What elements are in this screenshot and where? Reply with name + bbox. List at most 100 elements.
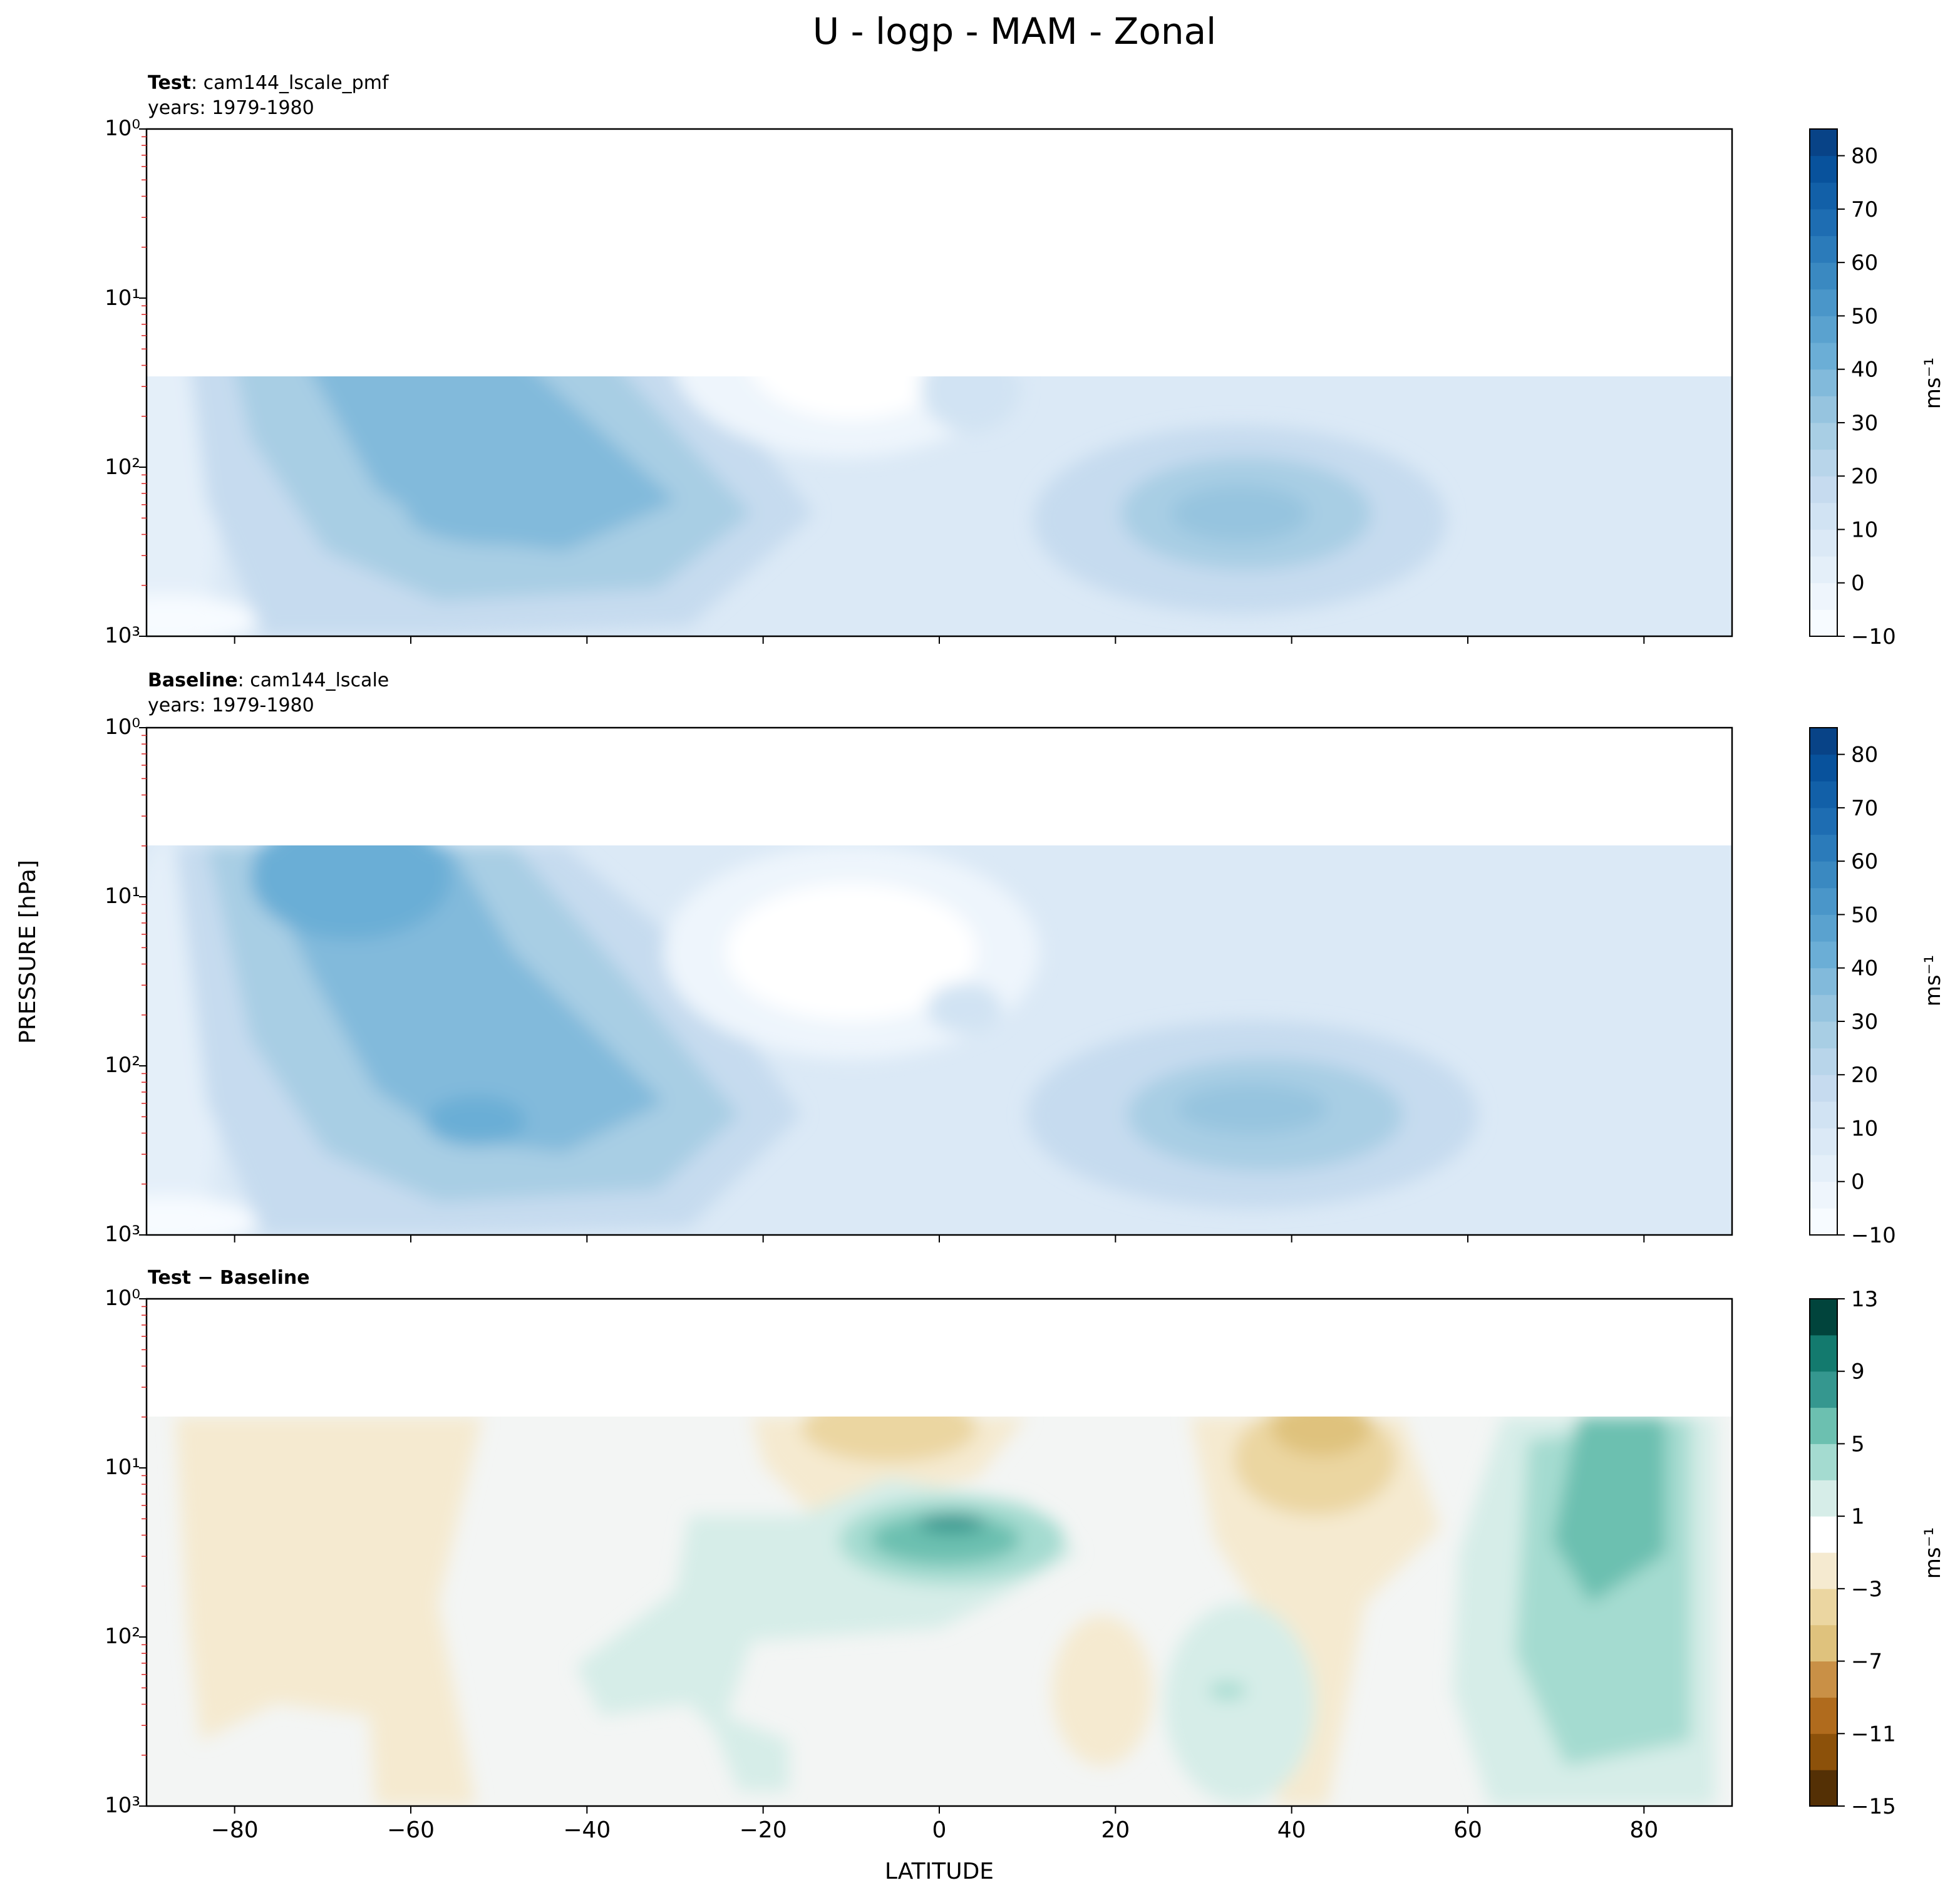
colorbar-swatch xyxy=(1810,807,1837,835)
colorbar-swatch xyxy=(1810,129,1837,157)
panel-difference-ytick-marks xyxy=(139,1298,147,1807)
ytick-label: 10³ xyxy=(105,1793,140,1818)
contour-surface-weak-south xyxy=(147,1196,257,1235)
contour-southern-jet-lower-core xyxy=(426,1096,526,1146)
colorbar-swatch xyxy=(1810,1407,1837,1444)
contour-equatorial-positive-7 xyxy=(917,1513,986,1533)
panel-test-label-rest: : cam144_lscale_pmf xyxy=(191,72,389,94)
colorbar-swatch xyxy=(1810,529,1837,557)
colorbar-swatch xyxy=(1810,182,1837,210)
colorbar-swatch xyxy=(1810,289,1837,316)
ytick-label: 10³ xyxy=(105,623,140,648)
contour-negative-north-subtropics xyxy=(1052,1616,1152,1766)
colorbar-difference-swatches xyxy=(1810,1299,1837,1807)
colorbar-tick-label: 40 xyxy=(1851,358,1878,383)
colorbar-difference-ticks: −15 −11 −7 −3 1 5 9 13 xyxy=(1837,1287,1896,1819)
colorbar-swatch xyxy=(1810,1021,1837,1049)
panel-baseline-ytick-labels: 10³ 10² 10¹ 10⁰ xyxy=(105,715,140,1247)
xtick-label: 20 xyxy=(1101,1817,1130,1843)
colorbar-swatch xyxy=(1810,994,1837,1022)
xtick-label: −40 xyxy=(563,1817,611,1843)
colorbar-swatch xyxy=(1810,887,1837,915)
colorbar-tick-label: 80 xyxy=(1851,743,1878,768)
ytick-label: 10⁰ xyxy=(105,715,140,740)
panel-test-label: Test: cam144_lscale_pmf xyxy=(148,72,389,94)
colorbar-swatch xyxy=(1810,582,1837,610)
colorbar-swatch xyxy=(1810,1516,1837,1553)
x-axis-label: LATITUDE xyxy=(885,1859,994,1884)
colorbar-difference-unit: ms⁻¹ xyxy=(1921,1527,1946,1579)
panel-difference-label: Test − Baseline xyxy=(148,1267,310,1289)
colorbar-swatch xyxy=(1810,1155,1837,1182)
ytick-label: 10⁰ xyxy=(105,1286,140,1311)
contour-negative-subtropical-core xyxy=(802,1417,977,1462)
panel-baseline: Baseline: cam144_lscale years: 1979-1980 xyxy=(105,669,1733,1247)
xtick-label: 0 xyxy=(932,1817,947,1843)
colorbar-swatch xyxy=(1810,1299,1837,1336)
panel-test-ytick-labels: 10³ 10² 10¹ 10⁰ xyxy=(105,116,140,648)
contour-positive-north-subtropics xyxy=(1165,1603,1315,1804)
panel-difference-xtick-marks: −80 −60 −40 −20 0 20 40 60 80 xyxy=(211,1806,1658,1843)
colorbar-swatch xyxy=(1810,1552,1837,1589)
xtick-label: 80 xyxy=(1629,1817,1658,1843)
contour-northern-jet-core xyxy=(1171,485,1309,542)
colorbar-swatch xyxy=(1810,343,1837,370)
colorbar-tick-label: 0 xyxy=(1851,1170,1865,1195)
colorbar-tick-label: −11 xyxy=(1851,1722,1896,1747)
contour-southern-jet-upper-core xyxy=(250,845,451,939)
colorbar-swatch xyxy=(1810,1371,1837,1408)
contour-positive-north-subtropics-core xyxy=(1209,1682,1246,1700)
colorbar-baseline: −10 0 10 20 30 40 50 60 70 80 ms⁻¹ xyxy=(1809,727,1946,1248)
colorbar-tick-label: 50 xyxy=(1851,902,1878,927)
contour-positive-polar-north-5 xyxy=(1553,1417,1666,1603)
colorbar-swatch xyxy=(1810,1181,1837,1209)
colorbar-tick-label: 80 xyxy=(1851,144,1878,169)
colorbar-tick-label: −3 xyxy=(1851,1577,1882,1602)
colorbar-swatch xyxy=(1810,1443,1837,1480)
colorbar-test-swatches xyxy=(1810,129,1837,637)
panel-test: Test: cam144_lscale_pmf years: 1979-1980 xyxy=(105,72,1733,648)
colorbar-test-frame xyxy=(1809,128,1838,637)
panel-test-label-bold: Test xyxy=(148,72,191,94)
colorbar-swatch xyxy=(1810,235,1837,263)
colorbar-swatch xyxy=(1810,1075,1837,1102)
colorbar-swatch xyxy=(1810,861,1837,889)
colorbar-tick-label: 20 xyxy=(1851,1063,1878,1088)
colorbar-test-unit: ms⁻¹ xyxy=(1921,358,1946,409)
colorbar-tick-label: 30 xyxy=(1851,1009,1878,1035)
xtick-label: −80 xyxy=(211,1817,259,1843)
contour-northern-jet-core xyxy=(1177,1083,1328,1133)
panel-test-ytick-marks xyxy=(139,128,147,637)
no-data-region xyxy=(147,248,1732,376)
colorbar-swatch xyxy=(1810,754,1837,782)
ytick-label: 10¹ xyxy=(105,884,140,909)
xtick-label: −60 xyxy=(387,1817,435,1843)
colorbar-swatch xyxy=(1810,781,1837,808)
colorbar-swatch xyxy=(1810,941,1837,969)
contour-negative-midlat-north-inner xyxy=(1271,1417,1371,1456)
colorbar-difference: −15 −11 −7 −3 1 5 9 13 ms⁻¹ xyxy=(1809,1287,1946,1819)
colorbar-baseline-unit: ms⁻¹ xyxy=(1921,955,1946,1006)
colorbar-swatch xyxy=(1810,1588,1837,1626)
colorbar-swatch xyxy=(1810,449,1837,477)
colorbar-swatch xyxy=(1810,422,1837,450)
colorbar-swatch xyxy=(1810,1335,1837,1372)
colorbar-tick-label: 9 xyxy=(1851,1360,1865,1385)
panel-baseline-xtick-marks xyxy=(234,1235,1645,1242)
panel-test-xtick-marks xyxy=(234,636,1645,644)
xtick-label: 60 xyxy=(1453,1817,1482,1843)
colorbar-swatch xyxy=(1810,1128,1837,1155)
colorbar-swatch xyxy=(1810,262,1837,290)
panel-difference-label-bold: Test − Baseline xyxy=(148,1267,310,1289)
colorbar-swatch xyxy=(1810,369,1837,396)
colorbar-tick-label: 10 xyxy=(1851,517,1878,542)
colorbar-swatch xyxy=(1810,155,1837,183)
colorbar-baseline-frame xyxy=(1809,727,1838,1236)
no-data-region-top xyxy=(147,1299,1732,1417)
colorbar-tick-label: 10 xyxy=(1851,1116,1878,1141)
panel-baseline-label: Baseline: cam144_lscale xyxy=(148,669,389,691)
contour-negative-south-polar xyxy=(175,1417,482,1806)
colorbar-tick-label: −10 xyxy=(1851,624,1896,649)
colorbar-baseline-swatches xyxy=(1810,728,1837,1236)
contour-surface-weak-south xyxy=(147,595,257,636)
